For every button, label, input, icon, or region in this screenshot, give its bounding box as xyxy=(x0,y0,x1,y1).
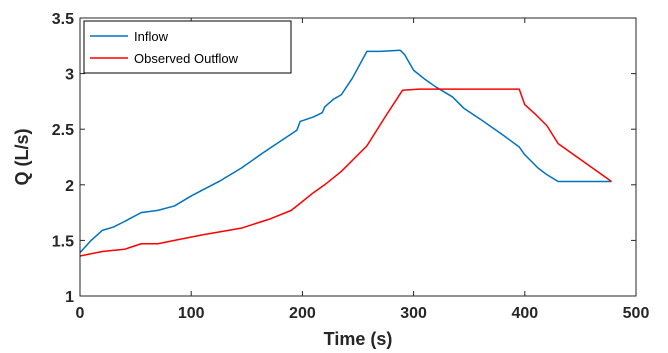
series-line-observed-outflow xyxy=(79,88,612,257)
y-tick-label: 2 xyxy=(65,178,74,195)
x-tick-label: 400 xyxy=(511,305,538,322)
y-axis-label: Q (L/s) xyxy=(12,128,32,185)
x-tick-label: 200 xyxy=(289,305,316,322)
legend: Inflow Observed Outflow xyxy=(83,20,292,74)
axes-layer xyxy=(79,17,637,297)
y-tick-label: 1.5 xyxy=(52,233,74,250)
legend-label-inflow: Inflow xyxy=(134,29,169,44)
x-tick-label: 300 xyxy=(400,305,427,322)
legend-box xyxy=(83,20,292,74)
y-tick-label: 3.5 xyxy=(52,11,74,28)
series-line-inflow xyxy=(79,49,612,254)
y-tick-label: 1 xyxy=(65,289,74,306)
x-tick-label: 100 xyxy=(178,305,205,322)
x-axis-label: Time (s) xyxy=(324,329,393,349)
y-tick-label: 2.5 xyxy=(52,122,74,139)
x-tick-label: 0 xyxy=(76,305,85,322)
legend-label-observed-outflow: Observed Outflow xyxy=(134,51,239,66)
x-tick-label: 500 xyxy=(623,305,650,322)
ticks-layer: 0 100 200 300 400 500 1 1.5 2 2.5 3 3.5 xyxy=(52,11,650,322)
axes-box xyxy=(79,17,637,297)
y-tick-label: 3 xyxy=(65,67,74,84)
series-layer xyxy=(79,49,612,257)
